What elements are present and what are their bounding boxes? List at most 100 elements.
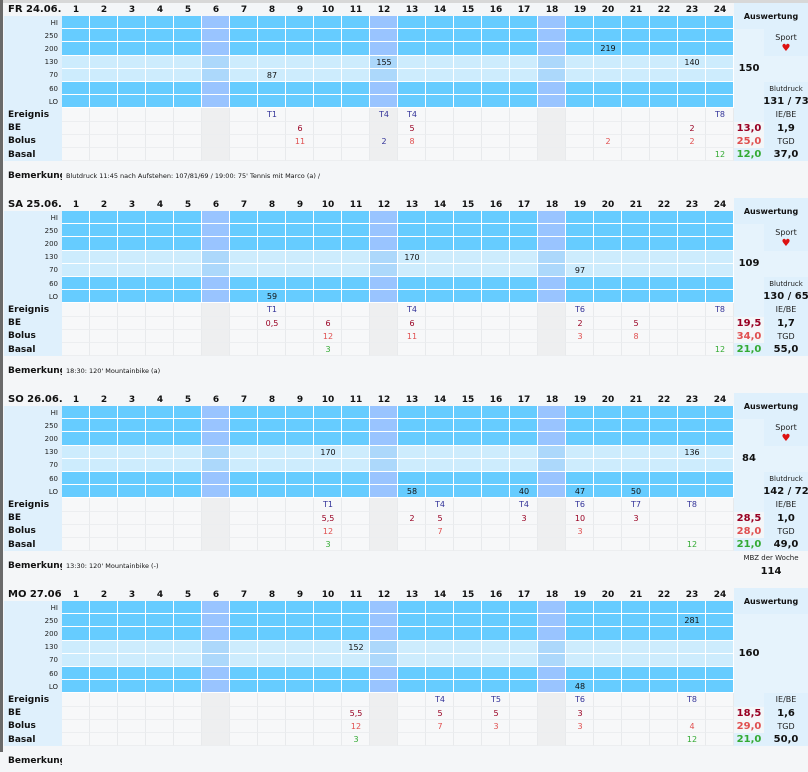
be-cell[interactable] [314, 511, 342, 525]
basal-cell[interactable] [286, 733, 314, 747]
glucose-cell[interactable] [650, 263, 678, 277]
glucose-cell[interactable] [258, 29, 286, 43]
glucose-cell[interactable] [678, 277, 706, 291]
be-cell[interactable] [286, 511, 314, 525]
glucose-cell[interactable] [678, 16, 706, 30]
glucose-cell[interactable] [370, 55, 398, 69]
glucose-cell[interactable] [538, 485, 566, 499]
basal-cell[interactable] [510, 538, 538, 552]
basal-cell[interactable] [118, 733, 146, 747]
glucose-cell[interactable] [594, 29, 622, 43]
glucose-cell[interactable] [62, 82, 90, 96]
glucose-cell[interactable] [90, 472, 118, 486]
glucose-cell[interactable] [174, 82, 202, 96]
glucose-cell[interactable] [454, 601, 482, 615]
be-value[interactable]: 5,5 [321, 513, 335, 523]
bolus-value[interactable]: 8 [633, 331, 639, 341]
glucose-cell[interactable] [370, 29, 398, 43]
be-cell[interactable] [678, 316, 706, 330]
glucose-cell[interactable] [594, 472, 622, 486]
bolus-cell[interactable] [90, 134, 118, 148]
bolus-cell[interactable] [426, 329, 454, 343]
glucose-cell[interactable] [370, 95, 398, 109]
be-cell[interactable] [174, 316, 202, 330]
glucose-cell[interactable] [286, 42, 314, 56]
be-cell[interactable] [706, 316, 734, 330]
bolus-cell[interactable] [118, 329, 146, 343]
glucose-cell[interactable] [454, 42, 482, 56]
be-cell[interactable] [678, 706, 706, 720]
bolus-cell[interactable] [398, 329, 426, 343]
glucose-cell[interactable] [426, 458, 454, 472]
be-cell[interactable] [706, 121, 734, 135]
ereignis-value[interactable]: T4 [407, 305, 417, 315]
be-cell[interactable] [566, 706, 594, 720]
glucose-cell[interactable] [622, 211, 650, 225]
bemerkung-text[interactable]: 18:30: 120' Mountainbike (a) [66, 367, 161, 376]
glucose-cell[interactable] [286, 211, 314, 225]
basal-cell[interactable] [454, 538, 482, 552]
glucose-cell[interactable] [202, 82, 230, 96]
glucose-cell[interactable] [286, 29, 314, 43]
glucose-cell[interactable] [118, 263, 146, 277]
glucose-cell[interactable] [146, 42, 174, 56]
bolus-value[interactable]: 11 [406, 331, 418, 341]
ereignis-cell[interactable] [230, 693, 258, 707]
basal-cell[interactable] [650, 148, 678, 162]
glucose-cell[interactable] [622, 406, 650, 420]
ereignis-cell[interactable] [90, 693, 118, 707]
be-cell[interactable] [566, 511, 594, 525]
basal-cell[interactable] [510, 733, 538, 747]
ereignis-cell[interactable] [650, 108, 678, 122]
glucose-cell[interactable] [370, 601, 398, 615]
bolus-cell[interactable] [650, 134, 678, 148]
bolus-cell[interactable] [174, 134, 202, 148]
glucose-cell[interactable] [286, 250, 314, 264]
ereignis-cell[interactable] [566, 108, 594, 122]
glucose-cell[interactable] [594, 640, 622, 654]
glucose-cell[interactable] [258, 640, 286, 654]
be-cell[interactable] [510, 316, 538, 330]
ereignis-cell[interactable] [678, 108, 706, 122]
basal-cell[interactable] [62, 733, 90, 747]
glucose-cell[interactable] [398, 95, 426, 109]
be-cell[interactable] [538, 706, 566, 720]
glucose-cell[interactable] [538, 68, 566, 82]
glucose-cell[interactable] [454, 627, 482, 641]
bolus-value[interactable]: 8 [409, 136, 415, 146]
bolus-cell[interactable] [258, 524, 286, 538]
glucose-cell[interactable] [174, 95, 202, 109]
glucose-cell[interactable] [678, 680, 706, 694]
be-value[interactable]: 0,5 [265, 318, 279, 328]
glucose-cell[interactable] [62, 42, 90, 56]
basal-cell[interactable] [286, 148, 314, 162]
glucose-cell[interactable] [454, 237, 482, 251]
glucose-cell[interactable] [62, 653, 90, 667]
ereignis-cell[interactable] [174, 108, 202, 122]
glucose-cell[interactable] [566, 16, 594, 30]
be-cell[interactable] [510, 511, 538, 525]
be-cell[interactable] [454, 316, 482, 330]
glucose-cell[interactable] [426, 640, 454, 654]
ereignis-cell[interactable] [706, 498, 734, 512]
be-cell[interactable] [370, 511, 398, 525]
bolus-cell[interactable] [594, 524, 622, 538]
glucose-cell[interactable] [174, 55, 202, 69]
glucose-cell[interactable] [678, 445, 706, 459]
glucose-cell[interactable] [482, 406, 510, 420]
glucose-cell[interactable] [342, 211, 370, 225]
glucose-cell[interactable] [678, 485, 706, 499]
basal-cell[interactable] [622, 538, 650, 552]
glucose-cell[interactable] [174, 290, 202, 304]
ereignis-cell[interactable] [398, 108, 426, 122]
glucose-cell[interactable] [566, 458, 594, 472]
glucose-cell[interactable] [342, 224, 370, 238]
glucose-cell[interactable] [90, 277, 118, 291]
basal-value[interactable]: 3 [325, 345, 331, 355]
glucose-cell[interactable] [510, 667, 538, 681]
glucose-cell[interactable] [62, 445, 90, 459]
glucose-cell[interactable] [454, 419, 482, 433]
be-cell[interactable] [398, 316, 426, 330]
glucose-cell[interactable] [650, 419, 678, 433]
ereignis-cell[interactable] [454, 303, 482, 317]
